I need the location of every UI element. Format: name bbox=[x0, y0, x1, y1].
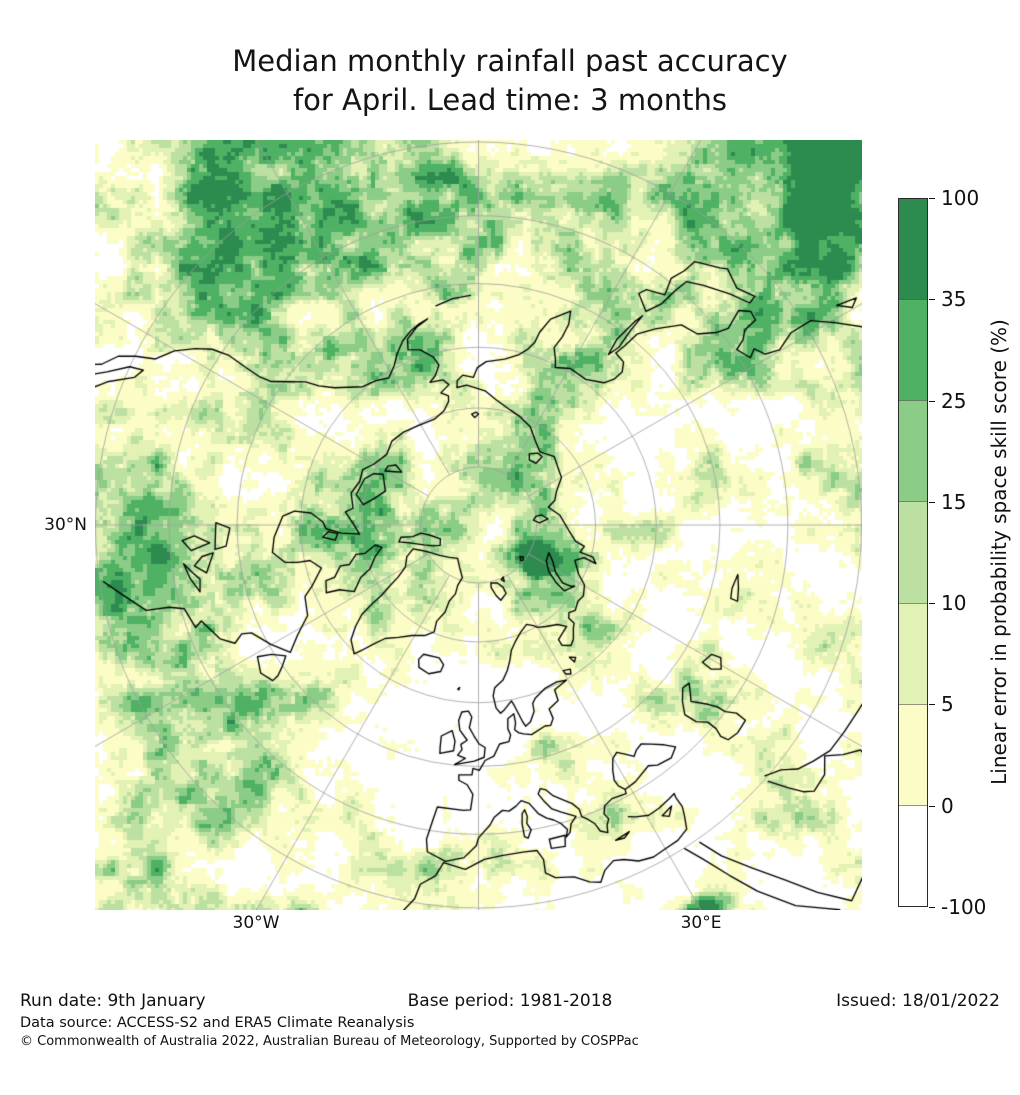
map-lon-label-west: 30°W bbox=[232, 913, 280, 933]
colorbar-tick-mark bbox=[929, 501, 935, 503]
map-panel bbox=[95, 140, 862, 910]
colorbar-tick-label: 15 bbox=[941, 489, 967, 514]
colorbar-tick-label: 0 bbox=[941, 793, 954, 818]
colorbar-tick-label: 25 bbox=[941, 388, 967, 413]
colorbar-segment bbox=[899, 400, 927, 502]
colorbar-tick-label: 100 bbox=[941, 186, 980, 210]
colorbar-tick-label: 10 bbox=[941, 591, 967, 616]
colorbar-tick-mark bbox=[929, 805, 935, 807]
colorbar-tick-mark bbox=[929, 603, 935, 605]
colorbar-tick-label: -100 bbox=[941, 895, 987, 919]
data-source-label: Data source: ACCESS-S2 and ERA5 Climate … bbox=[20, 1015, 415, 1031]
figure-title-line2: for April. Lead time: 3 months bbox=[292, 83, 728, 117]
issued-label: Issued: 18/01/2022 bbox=[836, 991, 1000, 1011]
run-date-label: Run date: 9th January bbox=[20, 991, 206, 1011]
colorbar-segment bbox=[899, 804, 927, 906]
colorbar-segment bbox=[899, 199, 927, 300]
colorbar-segment bbox=[899, 299, 927, 401]
colorbar-segment bbox=[899, 501, 927, 603]
map-canvas bbox=[95, 140, 862, 910]
colorbar-tick-mark bbox=[929, 704, 935, 706]
colorbar-segment bbox=[899, 703, 927, 805]
colorbar-tick-mark bbox=[929, 907, 935, 908]
colorbar bbox=[898, 198, 928, 907]
colorbar-axis-label: Linear error in probability space skill … bbox=[987, 319, 1011, 785]
colorbar-segment bbox=[899, 602, 927, 704]
colorbar-tick-label: 35 bbox=[941, 287, 967, 312]
figure-title: Median monthly rainfall past accuracy fo… bbox=[0, 42, 1020, 120]
colorbar-tick-mark bbox=[929, 198, 935, 199]
copyright-label: © Commonwealth of Australia 2022, Austra… bbox=[20, 1034, 639, 1049]
map-lon-label-east: 30°E bbox=[680, 913, 722, 933]
colorbar-tick-label: 5 bbox=[941, 692, 954, 717]
colorbar-tick-mark bbox=[929, 299, 935, 301]
map-lat-label: 30°N bbox=[44, 515, 87, 535]
figure-title-line1: Median monthly rainfall past accuracy bbox=[232, 44, 788, 78]
colorbar-tick-mark bbox=[929, 400, 935, 402]
base-period-label: Base period: 1981-2018 bbox=[407, 991, 613, 1011]
